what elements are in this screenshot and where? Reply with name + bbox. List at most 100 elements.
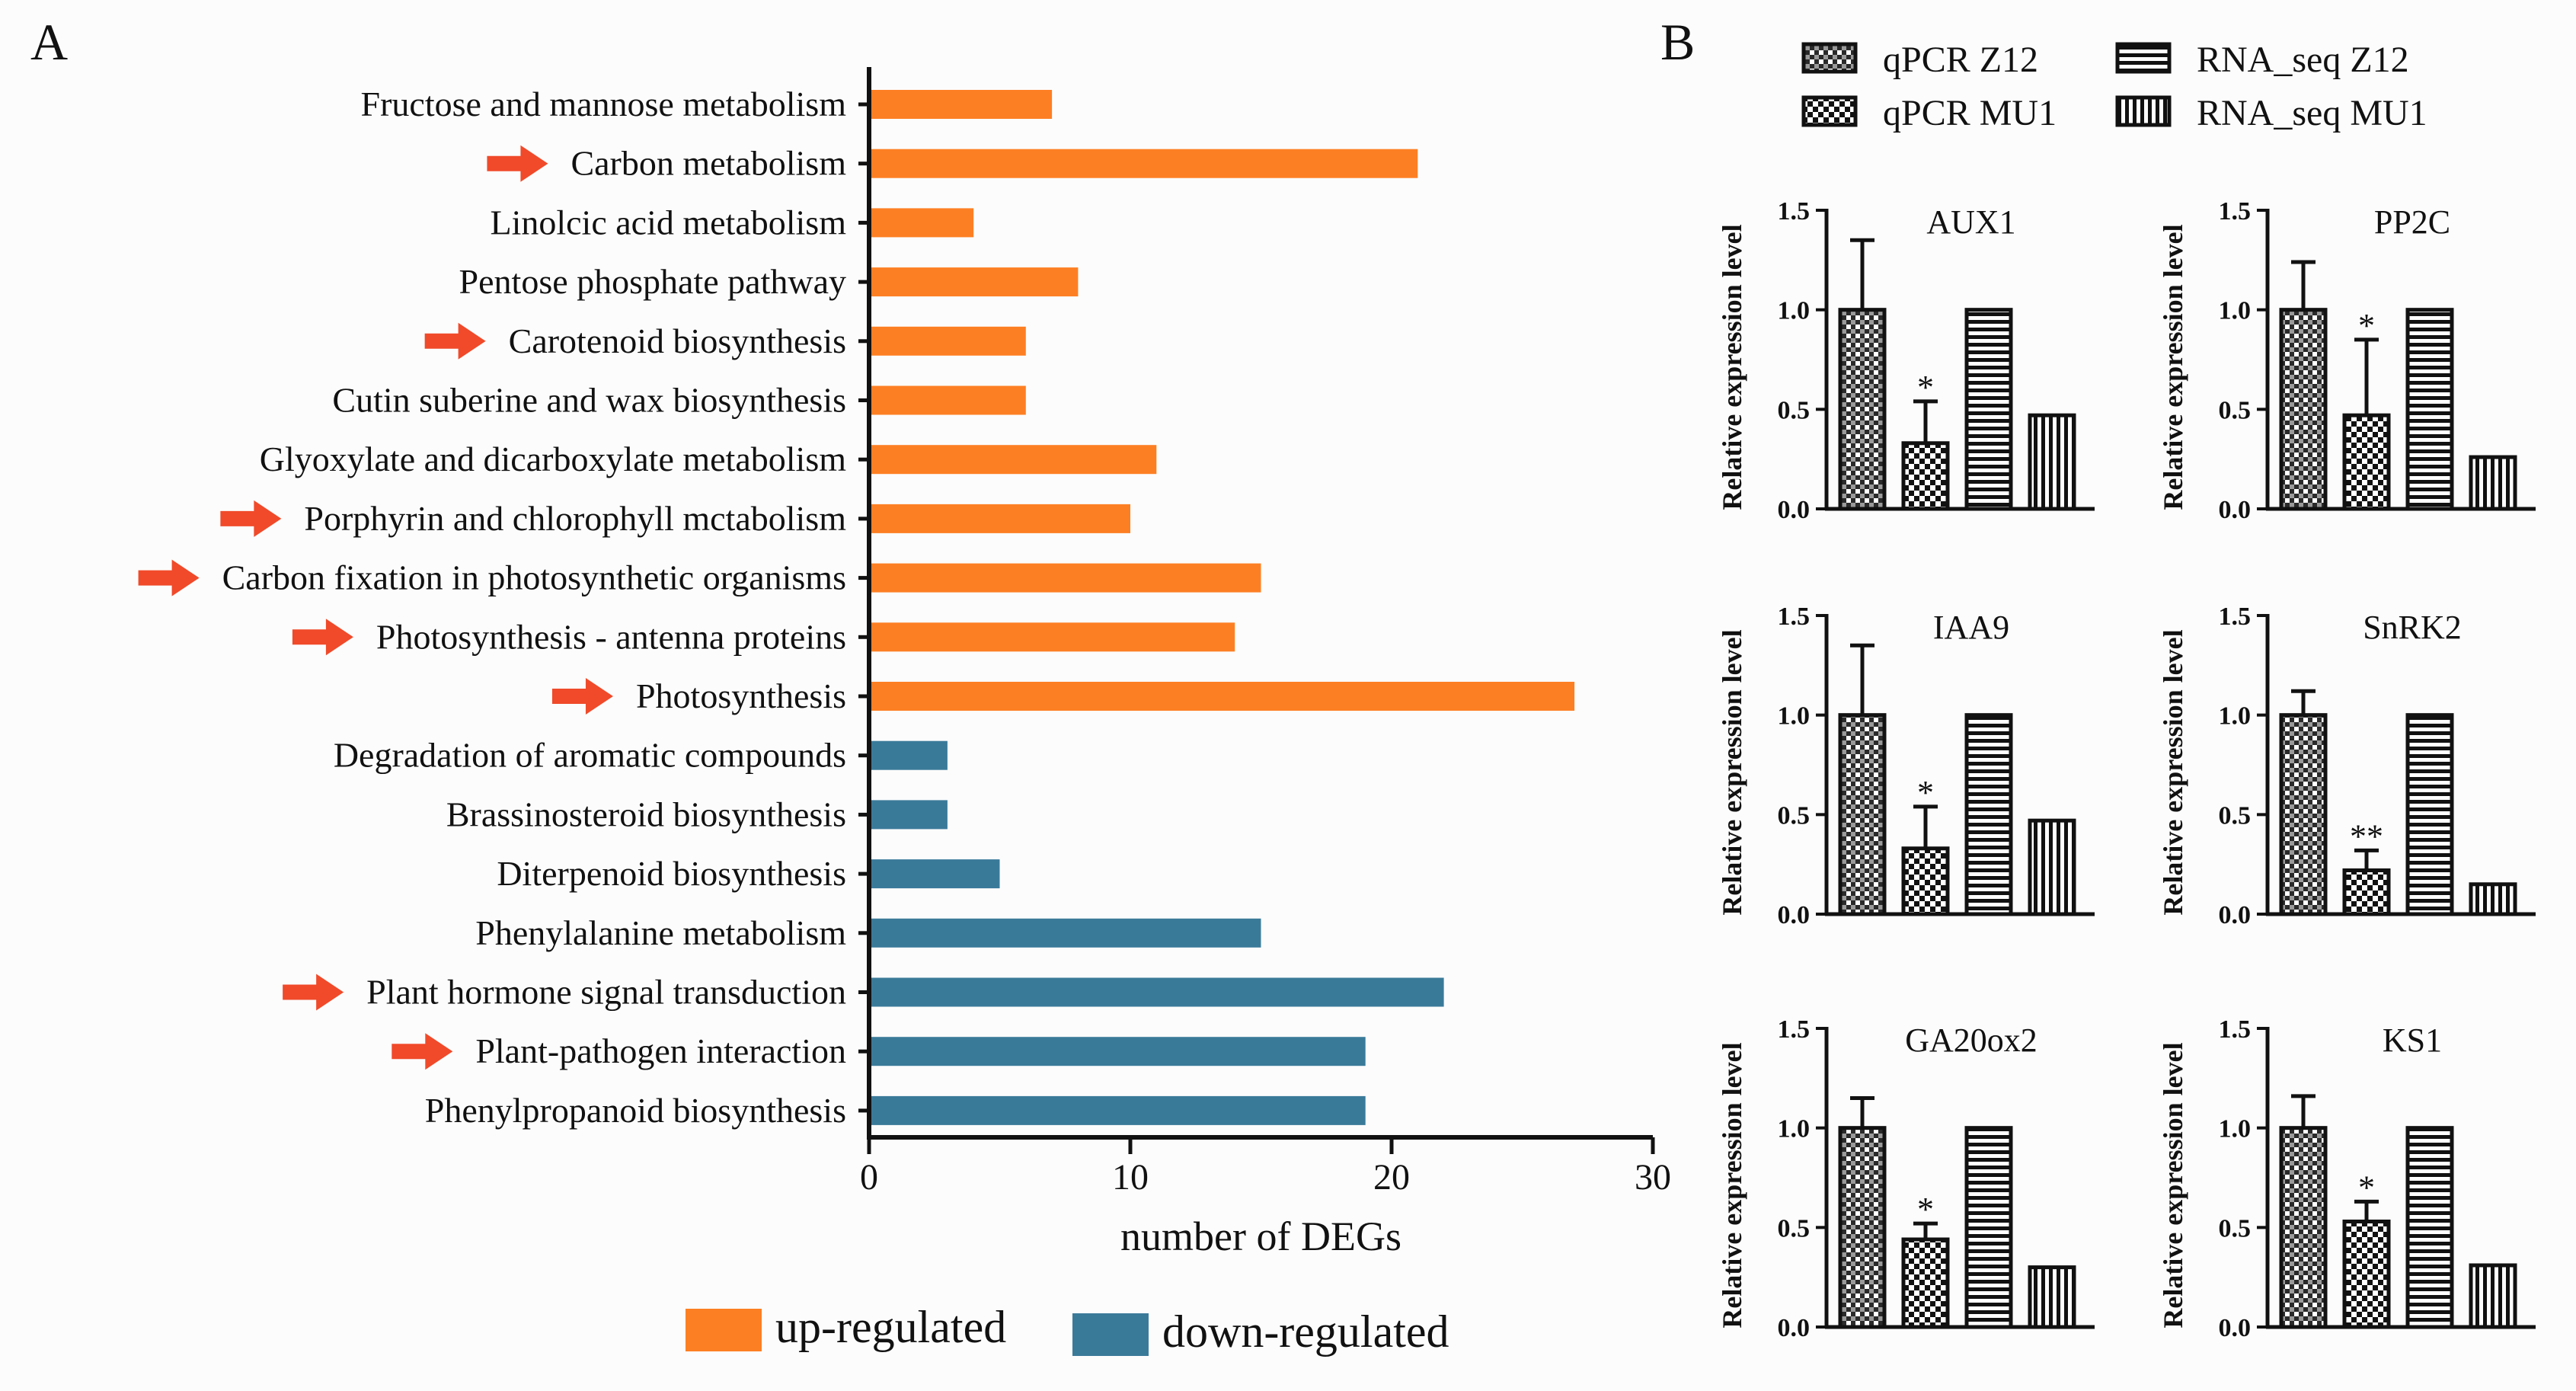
legend-label: RNA_seq MU1 [2197,93,2427,133]
x-tick-label: 30 [1635,1157,1671,1198]
category-label: Glyoxylate and dicarboxylate metabolism [260,440,846,478]
bar-up-regulated [869,385,1026,415]
bar-down-regulated [869,800,948,830]
category-label: Carbon metabolism [570,144,846,183]
bar-rna-seq-mu1 [2469,882,2517,916]
bar-up-regulated [869,326,1026,356]
bar-up-regulated [869,563,1261,593]
category-label: Carbon fixation in photosynthetic organi… [222,558,846,597]
highlight-arrow-icon [392,1033,453,1070]
y-tick-label: 0.0 [1778,901,1811,929]
significance-marker: * [1917,1191,1934,1228]
y-axis-title: Relative expression level [2158,224,2188,510]
bar-down-regulated [869,859,1000,889]
legend-swatch-0 [1801,42,1858,74]
y-axis-title: Relative expression level [1717,224,1747,510]
y-tick-label: 0.0 [1778,496,1811,524]
bar-rna-seq-mu1 [2028,413,2076,511]
x-axis-title: number of DEGs [1120,1214,1401,1259]
y-tick-label: 1.5 [1778,197,1811,225]
legend-label: qPCR MU1 [1883,93,2057,133]
bar-up-regulated [869,90,1053,119]
bar-up-regulated [869,267,1079,297]
bar-down-regulated [869,740,948,770]
bar-up-regulated [869,504,1130,533]
category-label: Photosynthesis - antenna proteins [376,617,846,656]
bar-rna-seq-z12 [1964,713,2013,916]
legend-swatch-1 [1801,95,1858,127]
bar-down-regulated [869,1095,1366,1125]
category-label: Phenylpropanoid biosynthesis [425,1091,846,1130]
bar-up-regulated [869,682,1575,711]
y-tick-label: 1.0 [1778,702,1811,731]
y-tick-label: 1.0 [2219,702,2252,731]
bar-qpcr-z12 [1838,308,1887,511]
expression-chart-snrk2: 0.0 0.5 1.0 1.5 Relative expression level SnR… [2158,603,2536,929]
bar-qpcr-mu1 [1901,441,1950,511]
bar-qpcr-mu1 [2342,1219,2391,1329]
x-tick-label: 20 [1373,1157,1410,1198]
y-tick-label: 1.5 [2219,1015,2252,1044]
y-tick-label: 0.5 [2219,396,2252,424]
bar-qpcr-z12 [2279,1126,2328,1329]
expression-chart-iaa9: 0.0 0.5 1.0 1.5 Relative expression level IAA… [1717,603,2095,929]
bar-up-regulated [869,445,1157,475]
expression-chart-aux1: 0.0 0.5 1.0 1.5 Relative expression level AUX… [1717,197,2095,524]
category-label: Plant-pathogen interaction [475,1031,846,1070]
y-axis-title: Relative expression level [1717,629,1747,915]
bar-rna-seq-z12 [1964,1126,2013,1329]
chart-title: AUX1 [1926,203,2015,241]
legend-label: qPCR Z12 [1883,40,2038,80]
significance-marker: * [2358,1169,2375,1206]
category-label: Diterpenoid biosynthesis [497,854,846,893]
legend-label-up-regulated: up-regulated [775,1302,1006,1352]
bar-rna-seq-z12 [1964,308,2013,511]
bar-rna-seq-mu1 [2469,455,2517,511]
bar-rna-seq-z12 [2405,713,2454,916]
y-tick-label: 1.5 [2219,197,2252,225]
bar-qpcr-mu1 [2342,413,2391,511]
chart-title: GA20ox2 [1905,1022,2037,1059]
bar-down-regulated [869,977,1444,1007]
y-tick-label: 0.0 [2219,1314,2252,1342]
panel-b-small-multiples: 0.0 0.5 1.0 1.5 Relative expression level AUX… [1717,197,2536,1342]
category-label: Fructose and mannose metabolism [361,85,847,123]
highlight-arrow-icon [220,500,282,537]
y-tick-label: 0.5 [1778,801,1811,830]
chart-title: IAA9 [1933,609,2009,646]
y-axis-title: Relative expression level [1717,1042,1747,1328]
significance-marker: ** [2350,817,2383,855]
chart-title: SnRK2 [2363,609,2462,646]
y-axis-title: Relative expression level [2158,1042,2188,1328]
bar-up-regulated [869,149,1418,178]
y-axis-title: Relative expression level [2158,629,2188,915]
bar-qpcr-z12 [1838,713,1887,916]
y-tick-label: 0.0 [1778,1314,1811,1342]
bar-up-regulated [869,622,1235,652]
highlight-arrow-icon [424,322,486,360]
bar-rna-seq-mu1 [2469,1263,2517,1329]
bar-qpcr-z12 [2279,308,2328,511]
bar-rna-seq-z12 [2405,1126,2454,1329]
bar-rna-seq-mu1 [2028,818,2076,916]
highlight-arrow-icon [551,678,613,715]
panel-a-bar-chart: Fructose and mannose metabolism Carbon me… [138,67,1671,1357]
category-label: Plant hormone signal transduction [366,973,846,1012]
category-label: Brassinosteroid biosynthesis [446,795,846,833]
y-tick-label: 1.0 [2219,297,2252,325]
legend-swatch-3 [2115,95,2172,127]
expression-chart-ks1: 0.0 0.5 1.0 1.5 Relative expression level KS1… [2158,1015,2536,1342]
significance-marker: * [2358,307,2375,344]
y-tick-label: 0.5 [2219,1214,2252,1242]
legend-label: RNA_seq Z12 [2197,40,2409,80]
chart-title: KS1 [2383,1022,2442,1059]
category-label: Porphyrin and chlorophyll mctabolism [304,499,846,538]
bar-qpcr-z12 [2279,713,2328,916]
bar-qpcr-mu1 [1901,1237,1950,1329]
significance-marker: * [1917,774,1934,811]
y-tick-label: 1.0 [1778,297,1811,325]
legend-swatch-down-regulated [1072,1313,1149,1356]
category-label: Cutin suberine and wax biosynthesis [332,381,846,420]
x-tick-label: 10 [1112,1157,1149,1198]
